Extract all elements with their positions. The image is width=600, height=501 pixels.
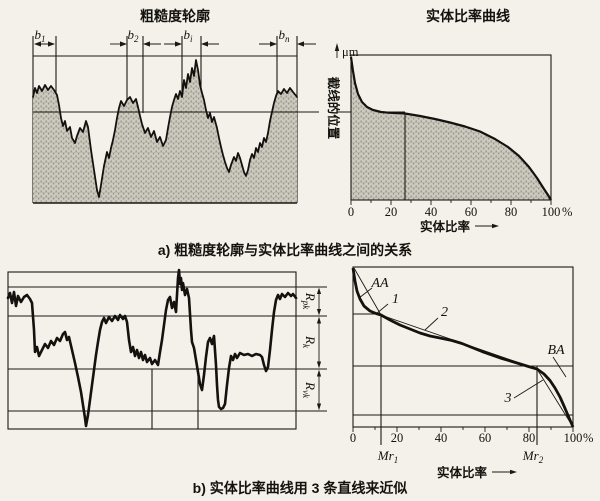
width-label-b1: b1 — [35, 27, 46, 44]
approx-line-3 — [536, 368, 574, 428]
mr1-label: Mr1 — [377, 448, 398, 465]
arrowhead-icon — [48, 41, 55, 47]
mr2-label: Mr2 — [522, 448, 544, 465]
label-2: 2 — [441, 305, 448, 320]
approx-x-tick-labels: 0 20 40 60 80 100 % — [350, 431, 594, 445]
arrowhead-icon — [175, 41, 182, 47]
arrowhead-icon — [316, 287, 322, 294]
tick-label: 20 — [391, 431, 404, 445]
ratio-curve — [349, 56, 552, 201]
width-label-bn: bn — [279, 27, 291, 44]
ratio-x-axis-label: 实体比率 — [420, 219, 471, 234]
material-ratio-curve-b — [351, 267, 575, 428]
arrowhead-icon — [334, 43, 340, 51]
arrowhead-icon — [316, 316, 322, 324]
caption-a: a) 粗糙度轮廓与实体比率曲线之间的关系 — [158, 242, 412, 258]
ratio-x-tick-labels: 0 20 40 60 80 100 % — [348, 205, 573, 219]
percent-label: % — [562, 205, 572, 219]
l2-leader — [424, 317, 439, 331]
profile-trace — [32, 59, 298, 198]
arrowhead-icon — [492, 223, 499, 229]
profile-trace-b — [6, 268, 298, 428]
arrowhead-icon — [316, 369, 322, 377]
tick-label: 40 — [435, 431, 448, 445]
arrowhead-icon — [143, 41, 150, 47]
panel-a-roughness-profile: 粗糙度轮廓 b1 b2 bi bn — [32, 8, 319, 204]
tick-label: 60 — [479, 431, 492, 445]
label-1: 1 — [392, 292, 399, 307]
approx-x-ticks — [352, 427, 574, 432]
panel-b-approximation-curve: AA 1 2 BA 3 0 20 40 60 80 100 — [350, 266, 594, 480]
zone-label-rk: Rk — [301, 335, 318, 349]
label-aa: AA — [370, 276, 389, 291]
arrowhead-icon — [297, 41, 304, 47]
width-dimension-arrows — [34, 41, 316, 47]
approx-chart-frame — [352, 266, 574, 428]
percent-label: % — [583, 431, 593, 445]
width-label-bi: bi — [183, 27, 193, 44]
l1-leader — [375, 303, 389, 315]
aa-leader — [358, 287, 373, 299]
label-ba: BA — [547, 343, 565, 358]
tick-label: 0 — [350, 431, 356, 445]
tick-label: 80 — [505, 205, 518, 219]
tick-label: 100 — [564, 431, 583, 445]
tick-label: 0 — [348, 205, 354, 219]
arrowhead-icon — [120, 41, 127, 47]
arrowhead-icon — [316, 403, 322, 411]
arrowhead-icon — [316, 361, 322, 369]
ratio-x-ticks — [350, 200, 552, 205]
arrowhead-icon — [316, 309, 322, 316]
arrowhead-icon — [201, 41, 208, 47]
tick-label: 80 — [523, 431, 536, 445]
arrowhead-icon — [34, 41, 41, 47]
tick-label: 60 — [465, 205, 478, 219]
label-3: 3 — [504, 391, 512, 406]
ba-leader — [552, 356, 567, 378]
panel-a-material-ratio-curve: 实体比率曲线 μm 截线的位置 0 20 40 — [326, 8, 572, 234]
panel-b-roughness-profile: Rpk Rk Rvk — [6, 268, 327, 430]
tick-label: 40 — [425, 205, 438, 219]
arrowhead-icon — [510, 469, 517, 475]
roughness-profile-title: 粗糙度轮廓 — [140, 8, 210, 24]
caption-b: b) 实体比率曲线用 3 条直线来近似 — [193, 480, 408, 496]
width-label-b2: b2 — [128, 27, 140, 44]
l3-leader — [513, 379, 544, 399]
y-unit-label: μm — [342, 45, 359, 59]
ratio-area-fill — [351, 57, 551, 200]
zone-label-rvk: Rvk — [301, 381, 318, 399]
tick-label: 20 — [385, 205, 398, 219]
y-axis-label: 截线的位置 — [326, 77, 341, 140]
approx-x-axis-label: 实体比率 — [437, 465, 488, 480]
arrowhead-icon — [270, 41, 277, 47]
ratio-curve-title: 实体比率曲线 — [426, 8, 510, 24]
profile-fill — [33, 60, 297, 203]
tick-label: 100 — [542, 205, 561, 219]
zone-label-rpk: Rpk — [301, 292, 318, 310]
zone-dimensions — [296, 286, 327, 412]
